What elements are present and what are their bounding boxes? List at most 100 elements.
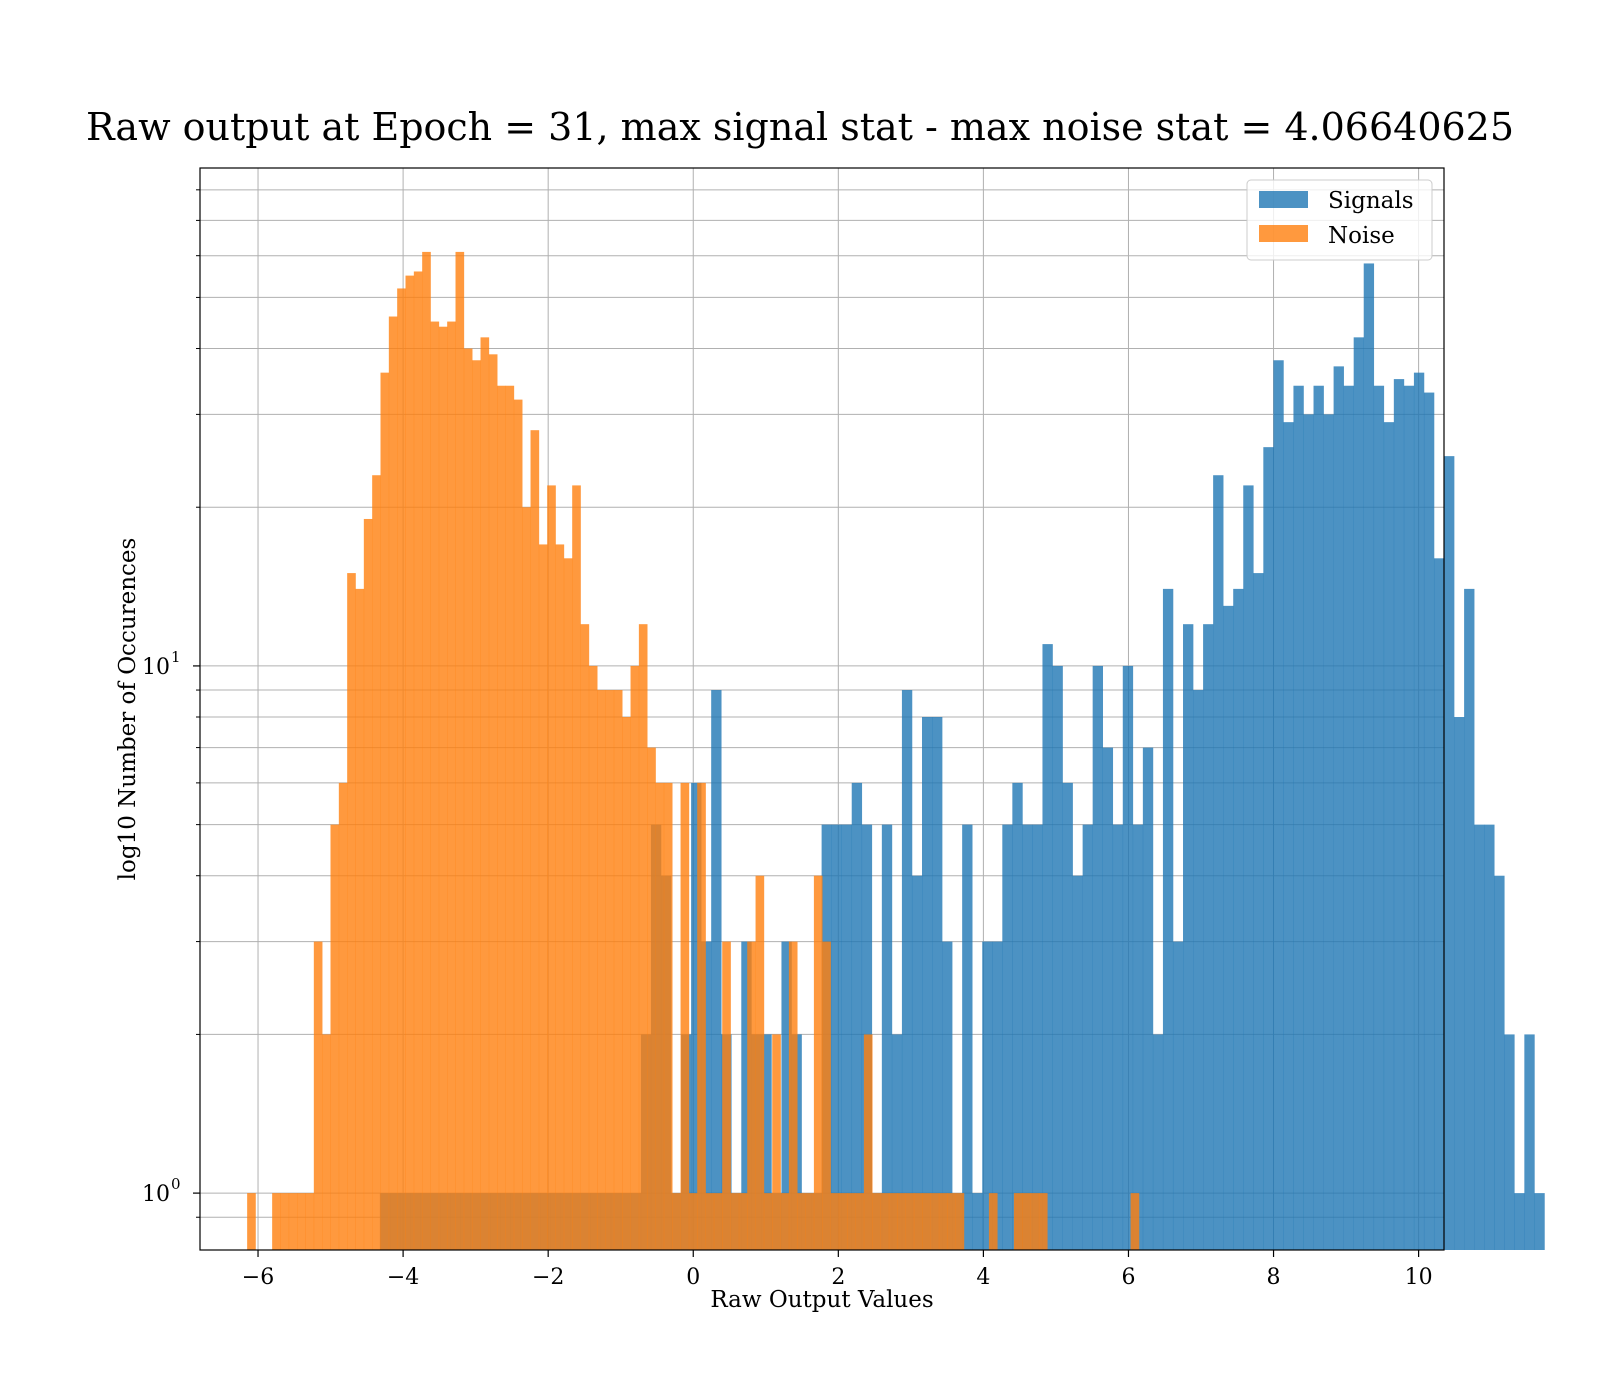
signals-bar: [711, 690, 722, 1250]
signals-bar: [992, 941, 1003, 1250]
signals-bar: [1162, 588, 1174, 1250]
noise-bar: [755, 875, 765, 1250]
noise-bar: [538, 544, 548, 1250]
x-tick-label: 2: [831, 1265, 845, 1290]
noise-bar: [513, 399, 523, 1250]
signals-bar: [1423, 392, 1435, 1250]
signals-bar: [741, 941, 752, 1250]
signals-bar: [1504, 1034, 1515, 1250]
noise-bar: [488, 354, 498, 1250]
noise-bar: [388, 316, 398, 1251]
noise-bar: [438, 326, 448, 1251]
signals-bar: [1082, 824, 1093, 1250]
signals-bar: [1183, 624, 1194, 1250]
noise-bar: [305, 1193, 315, 1250]
signals-bar: [1172, 941, 1184, 1250]
chart-title: Raw output at Epoch = 31, max signal sta…: [86, 105, 1514, 149]
signals-bar: [1213, 475, 1224, 1250]
signals-bar: [1333, 366, 1344, 1250]
noise-bar: [413, 271, 423, 1250]
noise-bar: [813, 875, 823, 1250]
noise-bar: [530, 430, 540, 1250]
noise-bar: [505, 385, 515, 1250]
noise-bar: [1130, 1193, 1140, 1250]
signals-bar: [1223, 605, 1234, 1250]
noise-bar: [480, 337, 490, 1250]
signals-bar: [942, 941, 953, 1250]
noise-bar: [772, 1034, 781, 1250]
noise-bar: [788, 941, 798, 1250]
y-tick-label: 10: [142, 1182, 170, 1207]
noise-bar: [455, 251, 465, 1250]
signals-bar: [1373, 385, 1385, 1250]
noise-bar: [247, 1193, 256, 1250]
x-tick-label: 6: [1121, 1265, 1135, 1290]
noise-bar: [380, 372, 390, 1250]
signals-bar: [1022, 824, 1033, 1250]
noise-bar: [780, 1193, 790, 1250]
x-axis-ticks: −6 −4 −2 0 2 4 6 8 10: [242, 1250, 1433, 1290]
signals-bar: [932, 717, 943, 1250]
noise-bar: [763, 1193, 773, 1250]
legend-swatch-signals: [1259, 191, 1308, 208]
noise-bar: [397, 288, 406, 1251]
noise-bar: [405, 275, 415, 1250]
signals-bar: [691, 782, 702, 1250]
signals-bar: [1303, 414, 1314, 1250]
signals-bar: [911, 875, 923, 1250]
noise-bar: [597, 690, 606, 1250]
noise-bar: [822, 941, 831, 1250]
noise-bar: [522, 507, 531, 1250]
signals-bar: [1233, 588, 1244, 1250]
signals-bar: [701, 941, 712, 1250]
signals-bar: [1243, 485, 1254, 1250]
signals-bar: [1112, 824, 1124, 1250]
noise-bar: [663, 782, 673, 1250]
signals-bar: [851, 782, 863, 1250]
signals-bar: [1012, 782, 1023, 1250]
legend: Signals Noise: [1246, 179, 1433, 261]
noise-bar: [738, 1193, 748, 1250]
signals-bar: [1383, 422, 1395, 1250]
noise-bar: [288, 1193, 298, 1250]
signals-bar: [1444, 456, 1455, 1251]
signals-bar: [901, 690, 913, 1250]
plot-frame: [199, 167, 1445, 1251]
y-axis-label: log10 Number of Occurences: [115, 538, 141, 881]
noise-bar: [1030, 1193, 1040, 1250]
signals-bar: [1283, 422, 1294, 1250]
noise-bar: [955, 1193, 965, 1250]
signals-bar: [1403, 385, 1415, 1250]
signals-bar: [761, 1034, 772, 1250]
signals-bar: [1353, 337, 1365, 1250]
noise-bar: [572, 485, 581, 1250]
signals-bar: [891, 1034, 903, 1250]
noise-bar: [697, 782, 706, 1250]
x-axis-label: Raw Output Values: [710, 1287, 933, 1313]
signals-bar: [881, 824, 893, 1250]
signals-bar: [1293, 385, 1304, 1250]
signals-bar: [781, 941, 792, 1250]
signals-bar: [921, 717, 933, 1250]
noise-bar: [688, 1193, 698, 1250]
signals-bar: [1484, 824, 1495, 1250]
noise-bar: [705, 1193, 715, 1250]
noise-bar: [447, 321, 456, 1250]
noise-bar: [713, 1193, 723, 1250]
noise-bar: [630, 665, 640, 1250]
noise-bar: [372, 475, 381, 1250]
x-tick-label: 4: [976, 1265, 990, 1290]
noise-bar: [838, 1193, 848, 1250]
signals-bar: [1393, 379, 1405, 1251]
noise-bar: [930, 1193, 940, 1250]
signals-bar: [1152, 1034, 1164, 1250]
noise-bar: [555, 544, 565, 1250]
signals-bar: [1032, 824, 1043, 1250]
signals-bar: [1464, 588, 1475, 1250]
noise-bar: [430, 321, 440, 1250]
noise-bar: [613, 690, 623, 1250]
noise-bar: [880, 1193, 890, 1250]
noise-bar: [655, 782, 665, 1250]
signals-bar: [1132, 824, 1144, 1250]
